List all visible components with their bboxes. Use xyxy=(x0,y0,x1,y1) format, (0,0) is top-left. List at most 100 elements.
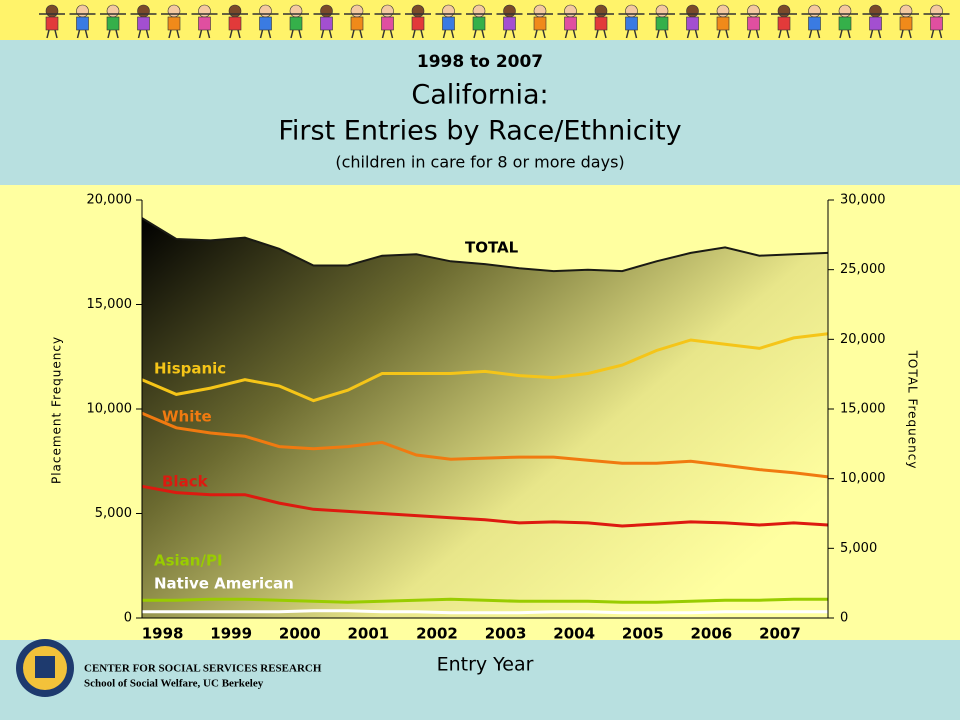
header-line: (children in care for 8 or more days) xyxy=(335,153,624,172)
kid-head xyxy=(350,4,364,18)
x-tick-label: 2003 xyxy=(485,625,527,643)
kid-body xyxy=(594,16,608,31)
series-label: Black xyxy=(162,473,209,491)
kid-head xyxy=(838,4,852,18)
kid-body xyxy=(320,16,333,31)
x-tick-label: 2001 xyxy=(348,625,390,643)
series-line xyxy=(141,411,829,479)
kid-leg xyxy=(633,29,638,39)
y2-tick-label: 20,000 xyxy=(840,332,886,347)
kid-leg xyxy=(869,29,874,39)
kid-leg xyxy=(816,29,821,39)
header-line: California: xyxy=(411,80,548,111)
kid-body xyxy=(655,16,669,31)
kid-head xyxy=(899,4,913,18)
kid-leg xyxy=(46,29,50,39)
kid-head xyxy=(564,4,577,18)
kids-decoration xyxy=(39,4,950,39)
kid-leg xyxy=(168,29,172,39)
kid-leg xyxy=(107,29,111,39)
kid-head xyxy=(198,4,211,18)
kid-head xyxy=(76,4,89,18)
kid-leg xyxy=(267,29,272,39)
kid-head xyxy=(259,4,272,18)
kid-head xyxy=(808,4,821,18)
footer-line: School of Social Welfare, UC Berkeley xyxy=(84,678,264,690)
kid-body xyxy=(228,16,242,31)
kid-head xyxy=(747,4,760,18)
kid-leg xyxy=(450,29,455,39)
kid-head xyxy=(411,4,425,18)
kid-body xyxy=(289,16,303,31)
kid-body xyxy=(838,16,852,31)
kid-head xyxy=(686,4,699,18)
kid-leg xyxy=(908,29,912,39)
kid-leg xyxy=(603,29,607,39)
kid-leg xyxy=(145,29,150,39)
kid-head xyxy=(106,4,120,18)
kid-leg xyxy=(900,29,904,39)
footer-line: CENTER FOR SOCIAL SERVICES RESEARCH xyxy=(84,663,322,675)
kid-body xyxy=(442,16,455,31)
y2-tick-label: 10,000 xyxy=(840,471,886,486)
plot: TOTAL Hispanic White Black Asian/PI Native Am… xyxy=(87,193,886,643)
kid-leg xyxy=(595,29,599,39)
kid-leg xyxy=(808,29,813,39)
kid-leg xyxy=(351,29,355,39)
kid-leg xyxy=(298,29,302,39)
kid-body xyxy=(76,16,89,31)
y2-tick-label: 5,000 xyxy=(840,541,877,556)
series-line xyxy=(141,484,829,528)
kid-body xyxy=(167,16,181,31)
kid-leg xyxy=(694,29,699,39)
kid-leg xyxy=(84,29,89,39)
kid-leg xyxy=(389,29,394,39)
kid-leg xyxy=(412,29,416,39)
logo xyxy=(16,639,74,697)
series-line xyxy=(141,332,829,403)
kid-body xyxy=(472,16,486,31)
series-label: Asian/PI xyxy=(154,552,223,570)
y2-tick-label: 25,000 xyxy=(840,262,886,277)
kid-leg xyxy=(534,29,538,39)
series-label: Hispanic xyxy=(154,360,226,378)
y2-tick-label: 0 xyxy=(840,611,848,626)
kid-leg xyxy=(625,29,630,39)
kid-body xyxy=(869,16,882,31)
kid-body xyxy=(808,16,821,31)
kid-leg xyxy=(206,29,211,39)
kid-head xyxy=(533,4,547,18)
kid-leg xyxy=(76,29,81,39)
x-tick-label: 2004 xyxy=(553,625,595,643)
kid-head xyxy=(625,4,638,18)
kid-leg xyxy=(237,29,241,39)
kid-leg xyxy=(717,29,721,39)
kid-leg xyxy=(572,29,577,39)
kid-leg xyxy=(137,29,142,39)
kid-leg xyxy=(747,29,752,39)
kid-leg xyxy=(930,29,935,39)
kid-leg xyxy=(320,29,325,39)
x-tick-label: 2002 xyxy=(416,625,458,643)
series-line xyxy=(142,609,828,615)
y-tick-label: 10,000 xyxy=(87,402,133,417)
x-tick-label: 2006 xyxy=(691,625,733,643)
kid-body xyxy=(686,16,699,31)
kid-leg xyxy=(778,29,782,39)
kid-leg xyxy=(503,29,508,39)
kid-body xyxy=(503,16,516,31)
y2-tick-label: 30,000 xyxy=(840,193,886,208)
kid-head xyxy=(289,4,303,18)
kid-leg xyxy=(259,29,264,39)
total-area xyxy=(142,218,828,618)
kid-leg xyxy=(481,29,485,39)
kid-leg xyxy=(381,29,386,39)
kid-leg xyxy=(290,29,294,39)
kid-head xyxy=(716,4,730,18)
kid-body xyxy=(259,16,272,31)
kid-body xyxy=(350,16,364,31)
kid-leg xyxy=(473,29,477,39)
y-tick-label: 15,000 xyxy=(87,297,133,312)
y-tick-label: 20,000 xyxy=(87,193,133,208)
